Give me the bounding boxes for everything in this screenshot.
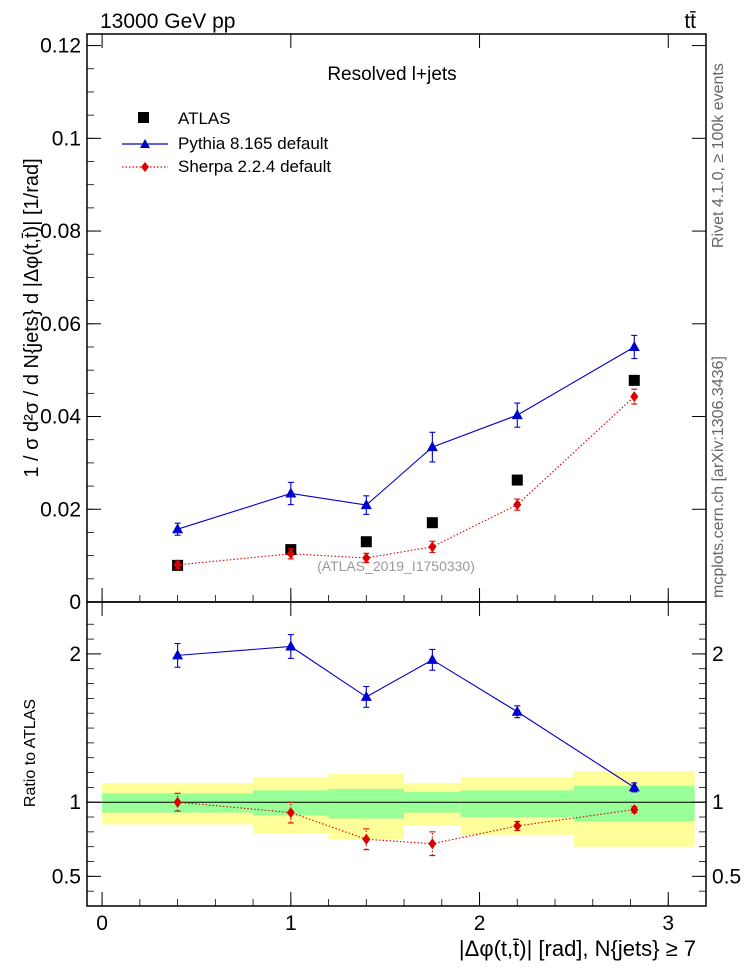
legend-atlas-marker [138,112,149,123]
ratio-ytick-label-right: 0.5 [712,865,741,888]
series-line-1 [177,801,635,845]
data-point [360,499,372,510]
data-point [511,474,523,486]
series-line-2 [177,396,635,566]
data-point [285,487,297,498]
legend-atlas-label: ATLAS [178,109,231,128]
legend-sherpa-marker [141,162,149,172]
ratio-ytick-label-right: 1 [712,791,724,814]
main-ytick-label: 0 [69,591,81,614]
main-ytick-label: 0.04 [40,406,81,429]
ratio-ytick-label: 0.5 [52,865,81,888]
main-panel: 0 0.02 0.04 0.06 0.08 0.1 0.12 Resolved l+jets… [21,33,707,614]
data-point [426,517,438,529]
data-point [286,548,295,560]
data-point [362,552,371,564]
data-point [511,409,523,420]
analysis-watermark: (ATLAS_2019_I1750330) [317,558,475,574]
data-point [426,441,438,452]
ratio-xtick-label: 1 [285,912,297,935]
uncertainty-band-green [460,790,574,818]
data-point [426,653,438,664]
data-point [428,838,437,850]
data-point [513,499,522,511]
data-point [173,796,182,808]
data-point [630,804,639,816]
x-axis-label: |Δφ(t,t̄)| [rad], N{jets} ≥ 7 [459,936,696,961]
data-point [172,649,184,660]
main-ytick-label: 0.12 [40,35,81,58]
legend-sherpa-label: Sherpa 2.2.4 default [178,157,331,176]
data-point [286,807,295,819]
header-energy: 13000 GeV pp [100,10,235,33]
ratio-ytick-label: 1 [69,791,81,814]
legend: ATLAS Pythia 8.165 default Sherpa 2.2.4 … [122,109,331,176]
ratio-xtick-label: 0 [96,912,108,935]
ratio-frame [86,601,707,907]
data-point [360,690,372,701]
data-point [428,541,437,553]
data-point [362,833,371,845]
data-point [360,536,372,548]
data-point [630,391,639,403]
ratio-panel: 0.5 0.5 1 1 2 2 0 1 2 3 Ratio to ATLAS |Δφ(t,t̄)|… [22,595,741,961]
ratio-xtick-label: 3 [662,912,674,935]
data-point [173,559,182,571]
ratio-y-axis-label: Ratio to ATLAS [22,699,39,807]
data-point [285,640,297,651]
legend-pythia-marker [140,139,150,148]
data-point [628,374,640,386]
series-line-0 [177,645,635,788]
ratio-xtick-label: 2 [474,912,486,935]
header-process: tt̄ [684,10,696,33]
main-ytick-label: 0.1 [52,127,81,150]
main-y-axis-label: 1 / σ d²σ / d N{jets} d |Δφ(t,t̄)| [1/ra… [21,158,43,477]
data-point [513,820,522,832]
main-ytick-label: 0.06 [40,313,81,336]
rivet-label: Rivet 4.1.0, ≥ 100k events [710,63,727,248]
ratio-ytick-label-right: 2 [712,643,724,666]
data-point [628,340,640,351]
mcplots-label: mcplots.cern.ch [arXiv:1306.3436] [710,356,727,598]
main-ytick-label: 0.02 [40,498,81,521]
uncertainty-band-green [328,788,405,819]
chart-title: Resolved l+jets [327,64,456,85]
series-line-1 [177,346,635,530]
ratio-ytick-label: 2 [69,643,81,666]
data-point [172,523,184,534]
main-ytick-label: 0.08 [40,220,81,243]
data-point [628,781,640,792]
legend-pythia-label: Pythia 8.165 default [178,134,329,153]
data-point [511,705,523,716]
